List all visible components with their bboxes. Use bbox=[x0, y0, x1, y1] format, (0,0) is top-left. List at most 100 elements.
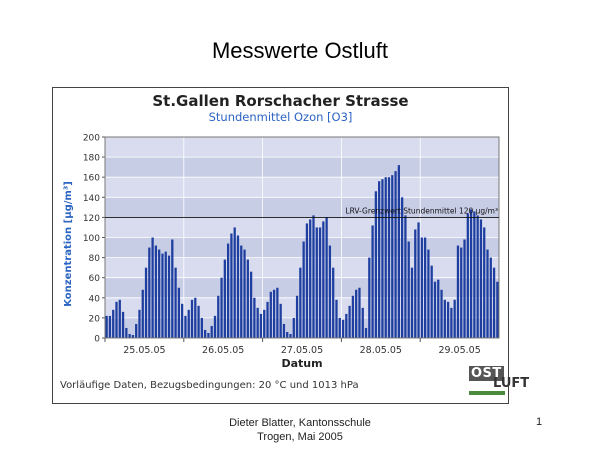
y-tick-label: 0 bbox=[94, 335, 100, 345]
ozone-bar bbox=[187, 309, 190, 338]
ozone-bar bbox=[430, 265, 433, 338]
ozone-bar bbox=[299, 267, 302, 338]
page-number: 1 bbox=[536, 416, 543, 428]
ozone-bar bbox=[305, 223, 309, 338]
ozone-bar bbox=[125, 327, 128, 338]
plot-background bbox=[105, 137, 499, 338]
ozone-bar bbox=[486, 249, 489, 338]
ozone-bar bbox=[404, 215, 407, 338]
ozone-bar bbox=[381, 179, 384, 338]
ozone-bar bbox=[469, 209, 473, 338]
slide-footer: Dieter Blatter, Kantonsschule Trogen, Ma… bbox=[180, 416, 420, 444]
ozone-bar bbox=[466, 213, 469, 338]
ozone-bar bbox=[253, 297, 256, 338]
ozone-bar bbox=[401, 197, 404, 338]
ozone-bar bbox=[233, 227, 236, 338]
ozone-bar bbox=[158, 249, 161, 338]
ozone-bar bbox=[397, 165, 400, 338]
logo-text-ost: OST bbox=[469, 366, 504, 381]
bar-series bbox=[105, 165, 499, 338]
ozone-bar bbox=[269, 291, 272, 338]
ozone-bar bbox=[240, 245, 243, 338]
chart-subtitle: Stundenmittel Ozon [O3] bbox=[208, 110, 353, 124]
ozone-bar bbox=[256, 307, 259, 338]
ozone-bar bbox=[496, 281, 499, 338]
ozone-bar bbox=[295, 295, 299, 338]
chart-figure: St.Gallen Rorschacher Strasse Stundenmit… bbox=[52, 87, 529, 404]
ozone-bar bbox=[312, 215, 315, 338]
ozone-bar bbox=[446, 301, 450, 338]
ozone-bar bbox=[112, 309, 115, 338]
y-tick-label: 180 bbox=[83, 154, 100, 164]
ozone-bar bbox=[177, 287, 181, 338]
plot-band bbox=[105, 157, 499, 178]
ozone-bar bbox=[335, 299, 338, 338]
ozone-bar bbox=[174, 267, 177, 338]
ozone-bar bbox=[315, 227, 318, 338]
ozone-bar bbox=[420, 237, 423, 338]
ozone-bar bbox=[135, 323, 138, 338]
ozone-bar bbox=[154, 245, 158, 338]
ozone-bar bbox=[138, 309, 141, 338]
ozone-bar bbox=[131, 334, 135, 338]
ozone-bar bbox=[302, 241, 305, 338]
x-tick-label: 28.05.05 bbox=[360, 345, 402, 356]
footer-author: Dieter Blatter, Kantonsschule bbox=[229, 417, 371, 429]
ozone-bar bbox=[463, 239, 466, 338]
ostluft-logo: OST LUFT bbox=[469, 366, 529, 396]
ozone-bar bbox=[309, 219, 312, 338]
ozone-bar bbox=[433, 281, 437, 338]
ozone-bar bbox=[171, 239, 174, 338]
ozone-bar bbox=[417, 222, 420, 338]
ozone-bar bbox=[190, 299, 194, 338]
footer-place-date: Trogen, Mai 2005 bbox=[257, 431, 343, 443]
y-tick-label: 60 bbox=[89, 274, 101, 284]
ozone-bar bbox=[492, 267, 496, 338]
ozone-bar bbox=[279, 303, 282, 338]
ozone-bar bbox=[391, 175, 394, 338]
ozone-bar bbox=[410, 267, 414, 338]
ozone-bar bbox=[272, 289, 276, 338]
ozone-bar bbox=[318, 227, 322, 338]
ozone-bar bbox=[276, 287, 279, 338]
plot-band bbox=[105, 177, 499, 198]
ozone-bar bbox=[243, 249, 246, 338]
ozone-bar bbox=[266, 301, 269, 338]
plot-band bbox=[105, 317, 499, 338]
plot-band bbox=[105, 297, 499, 318]
ozone-bar bbox=[217, 295, 220, 338]
threshold-label: LRV-Grenzwert Stundenmittel 120 µg/m³ bbox=[345, 206, 498, 215]
plot-frame bbox=[104, 136, 500, 339]
ozone-bar bbox=[213, 315, 217, 338]
ozone-bar bbox=[364, 327, 368, 338]
ozone-bar bbox=[210, 325, 213, 338]
ozone-bar bbox=[368, 257, 371, 338]
ozone-bar bbox=[456, 245, 460, 338]
ozone-bar bbox=[332, 267, 335, 338]
y-tick-label: 160 bbox=[83, 174, 100, 184]
ozone-bar bbox=[489, 257, 492, 338]
ozone-bar bbox=[322, 221, 325, 338]
ozone-bar bbox=[479, 219, 483, 338]
ozone-bar bbox=[460, 247, 463, 338]
ozone-bar bbox=[184, 315, 187, 338]
ozone-bar bbox=[394, 171, 397, 338]
ozone-bar bbox=[226, 243, 230, 338]
ozone-bar bbox=[249, 271, 253, 338]
ozone-bar bbox=[121, 311, 125, 338]
data-note: Vorläufige Daten, Bezugsbedingungen: 20 … bbox=[60, 380, 359, 391]
ozone-bar bbox=[118, 299, 121, 338]
ozone-bar bbox=[105, 315, 108, 338]
y-tick-label: 80 bbox=[89, 254, 101, 264]
ozone-bar bbox=[194, 297, 197, 338]
ozone-bar bbox=[423, 237, 427, 338]
ozone-bar bbox=[378, 181, 381, 338]
ozone-bar bbox=[483, 227, 486, 338]
ozone-bar bbox=[351, 295, 355, 338]
y-tick-label: 120 bbox=[83, 214, 100, 224]
ozone-bar bbox=[181, 303, 184, 338]
plot-band bbox=[105, 197, 499, 218]
ozone-bar bbox=[151, 237, 154, 338]
x-axis-label: Datum bbox=[281, 357, 322, 370]
ozone-bar bbox=[328, 245, 332, 338]
